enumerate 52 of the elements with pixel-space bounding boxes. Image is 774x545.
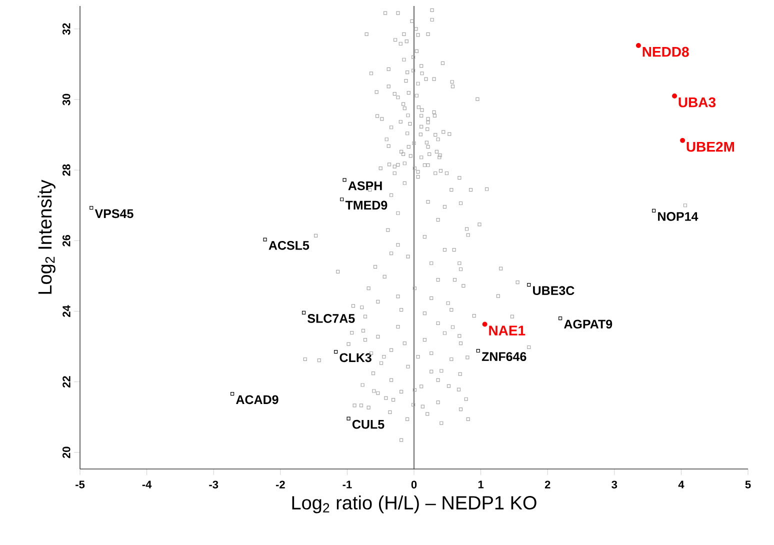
point — [340, 198, 344, 202]
x-tick-label: 5 — [745, 480, 751, 488]
annotation: UBA3 — [678, 97, 716, 108]
annotation: NEDD8 — [642, 46, 689, 57]
point — [263, 238, 267, 242]
point — [558, 316, 562, 320]
x-tick-label: -1 — [342, 480, 352, 488]
point — [334, 350, 338, 354]
annotation: VPS45 — [94, 209, 134, 218]
y-tick-label: 24 — [62, 305, 70, 317]
annotation: ZNF646 — [482, 352, 526, 362]
point — [342, 178, 346, 182]
point — [476, 348, 480, 353]
annotation: ACAD9 — [236, 395, 278, 404]
point — [636, 43, 641, 48]
x-tick-label: 1 — [478, 480, 484, 488]
point — [346, 416, 350, 420]
x-axis-title: Log$_{2}$ ratio (H/L) – NEDP1 KO — [292, 496, 536, 514]
annotation: UBE2M — [686, 142, 734, 152]
x-tick-label: 2 — [544, 480, 550, 488]
annotation: ACSL5 — [268, 240, 310, 250]
annotation: NAE1 — [489, 326, 526, 336]
point — [672, 93, 678, 98]
x-tick-label: 4 — [678, 480, 684, 488]
x-tick-label: 0 — [411, 480, 417, 488]
point — [680, 138, 686, 143]
x-tick-label: -3 — [209, 480, 218, 489]
point — [527, 282, 531, 287]
annotation: ASPH — [348, 181, 382, 190]
y-tick-label: 28 — [62, 164, 70, 176]
annotation: CUL5 — [352, 420, 384, 429]
y-tick-label: 30 — [62, 94, 70, 106]
x-tick-label: -4 — [142, 480, 152, 488]
y-tick-label: 32 — [62, 23, 70, 35]
x-tick-label: -5 — [76, 480, 85, 488]
x-tick-label: -2 — [276, 480, 285, 488]
y-tick-label: 22 — [62, 376, 70, 388]
point — [302, 310, 306, 314]
annotation: CLK3 — [340, 353, 372, 362]
point — [230, 392, 234, 396]
annotation: NOP14 — [658, 212, 698, 221]
annotation: UBE3C — [533, 286, 574, 296]
y-tick-label: 26 — [62, 234, 70, 246]
point — [90, 206, 94, 210]
annotation: AGPAT9 — [564, 320, 612, 329]
x-tick-label: 3 — [612, 480, 618, 489]
annotation: SLC7A5 — [308, 314, 355, 323]
point — [652, 208, 656, 212]
point — [482, 322, 488, 327]
annotation: TMED9 — [345, 200, 388, 210]
y-tick-label: 20 — [62, 446, 70, 458]
y-axis-title: Log$_{2}$ Intensity — [38, 180, 56, 294]
